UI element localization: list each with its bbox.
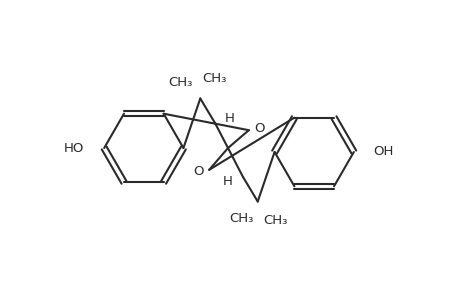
Text: CH₃: CH₃ — [168, 76, 192, 89]
Text: CH₃: CH₃ — [202, 72, 226, 85]
Text: CH₃: CH₃ — [229, 212, 253, 225]
Text: H: H — [223, 175, 232, 188]
Text: HO: HO — [64, 142, 84, 154]
Text: O: O — [193, 165, 203, 178]
Text: O: O — [254, 122, 264, 135]
Text: CH₃: CH₃ — [263, 214, 287, 227]
Text: H: H — [224, 112, 235, 125]
Text: OH: OH — [373, 146, 393, 158]
